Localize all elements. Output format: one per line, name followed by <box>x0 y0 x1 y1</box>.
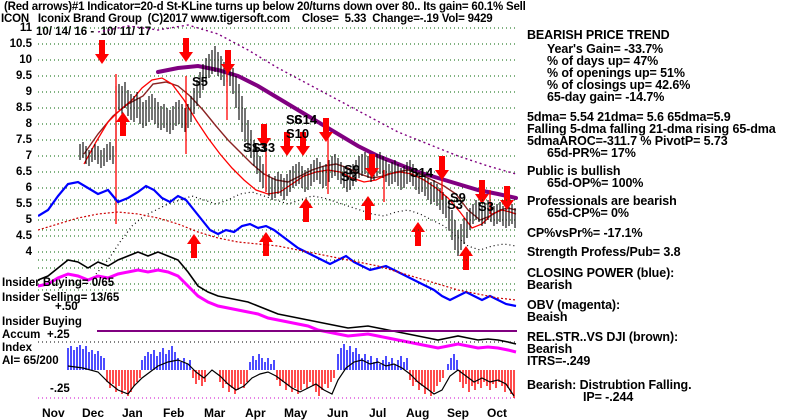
trend-headline: BEARISH PRICE TREND <box>527 28 670 42</box>
relstr-value: Bearish <box>527 342 573 356</box>
ma-5day-line <box>83 77 517 229</box>
red-arrow-up-markers <box>116 112 473 270</box>
x-tick-sep: Sep <box>447 406 470 420</box>
y-tick-5: 5 <box>25 214 32 226</box>
y-tick-8: 8 <box>25 118 32 130</box>
x-tick-jun: Jun <box>327 406 349 420</box>
x-tick-dec: Dec <box>82 406 105 420</box>
date-range-label: 10/ 14/ 16 - 10/ 11/ 17 <box>36 26 152 38</box>
obv-label: OBV (magenta): <box>527 298 621 312</box>
signal-label-s6: S6 <box>286 112 302 127</box>
x-tick-mar: Mar <box>204 406 226 420</box>
insider-selling-count: Insider Selling= 13/65 <box>2 292 120 304</box>
dma-values-line: 5dma= 5.54 21dma= 5.6 65dma=5.9 <box>527 110 731 124</box>
y-tick-6: 6 <box>25 182 32 194</box>
ma-65day-line <box>156 63 518 200</box>
signal-label-s14-a: S14 <box>294 112 318 127</box>
y-tick-4-5: 4.5 <box>16 230 32 242</box>
stat-65day-gain: 65-day gain= -14.7% <box>547 90 665 104</box>
scale-label-plus-25: +.25 <box>47 329 70 341</box>
accum-title-line3: Index <box>2 342 33 354</box>
x-tick-may: May <box>284 406 308 420</box>
public-sentiment: Public is bullish <box>527 164 621 178</box>
itrs-value: ITRS=-.249 <box>527 354 591 368</box>
x-tick-oct: Oct <box>487 406 508 420</box>
rel-strength-line <box>38 251 517 345</box>
y-tick-11: 11 <box>19 22 32 34</box>
red-arrow-down-markers <box>95 38 514 210</box>
summary-line: Bearish: Distrubtion Falling. <box>527 378 692 392</box>
y-tick-5-5: 5.5 <box>16 198 32 210</box>
y-tick-10: 10 <box>19 54 32 66</box>
relstr-label: REL.STR..VS DJI (brown): <box>527 330 679 344</box>
ip-value: IP= -.244 <box>583 390 634 404</box>
signal-label-s10: S10 <box>286 126 310 141</box>
op-percent: 65d-OP%= 100% <box>547 176 644 190</box>
signal-label-s13: S13 <box>243 140 267 155</box>
signal-label-s3-b: S3 <box>447 197 463 212</box>
stat-closings-up: % of closings up= 42.6% <box>547 78 691 92</box>
signal-label-s14-b: S14 <box>410 165 434 180</box>
y-tick-7: 7 <box>25 150 32 162</box>
y-tick-6-5: 6.5 <box>16 166 32 178</box>
dma-trend-line: Falling 5-dma falling 21-dma rising 65-d… <box>527 122 776 136</box>
closing-power-line <box>38 180 517 308</box>
accum-bars-positive <box>67 344 458 370</box>
y-tick-10-5: 10.5 <box>9 38 32 50</box>
x-tick-jan: Jan <box>122 406 143 420</box>
obv-line <box>38 268 517 354</box>
signal-label-s3-c: S3 <box>478 199 494 214</box>
ohlc-bars <box>79 46 516 256</box>
accum-index-value: AI= 65/200 <box>2 355 59 367</box>
upper-channel-line <box>97 24 517 175</box>
scale-label-minus-25: -.25 <box>50 383 70 395</box>
y-tick-4: 4 <box>25 246 32 258</box>
signal-label-s3-a: S3 <box>341 169 357 184</box>
y-tick-8-5: 8.5 <box>16 102 32 114</box>
cp-vs-pr: CP%vsPr%= -17.1% <box>527 226 643 240</box>
professional-sentiment: Professionals are bearish <box>527 194 677 208</box>
stat-years-gain: Year's Gain= -33.7% <box>547 42 664 56</box>
signal-label-s5: S5 <box>192 74 208 89</box>
chart-canvas[interactable]: 11 10.5 10 9.5 9 8.5 8 7.5 7 6.5 6 5.5 5… <box>0 22 518 420</box>
price-indicator-plot[interactable] <box>38 24 518 377</box>
closing-power-value: Bearish <box>527 278 573 292</box>
x-tick-apr: Apr <box>245 406 266 420</box>
y-tick-9: 9 <box>25 86 32 98</box>
signal-label-s9-a: S9 <box>344 162 360 177</box>
scale-label-plus-50: +.50 <box>55 301 78 313</box>
y-tick-9-5: 9.5 <box>16 70 32 82</box>
insider-buying-count: Insider Buying= 0/65 <box>2 277 115 289</box>
closing-power-label: CLOSING POWER (blue): <box>527 266 675 280</box>
strength-profess-pub: Strength Profess/Pub= 3.8 <box>527 245 681 259</box>
aroc-pivot-line: 5dmaAROC=-311.7 % PivotP= 5.73 <box>527 134 728 148</box>
obv-value: Beaish <box>527 310 568 324</box>
insider-separator-line <box>97 330 517 332</box>
x-tick-nov: Nov <box>42 406 65 420</box>
stat-openings-up: % of openings up= 51% <box>547 66 685 80</box>
x-tick-jul: Jul <box>369 406 387 420</box>
signal-label-s33: S33 <box>252 140 276 155</box>
x-tick-aug: Aug <box>406 406 430 420</box>
ma-21day-line <box>83 81 517 221</box>
indicator-description-line: (Red arrows)#1 Indicator=20-d St-KLine t… <box>4 1 526 13</box>
accum-title-line2: Accum <box>2 329 41 341</box>
stat-days-up: % of days up= 47% <box>547 54 659 68</box>
pr-percent: 65d-PR%= 17% <box>547 146 636 160</box>
x-tick-feb: Feb <box>163 406 185 420</box>
accumulation-index-plot[interactable] <box>38 336 518 404</box>
ticker-quote-line: ICON Iconix Brand Group (C)2017 www.tige… <box>1 13 493 25</box>
cp-percent: 65d-CP%= 0% <box>547 206 629 220</box>
accum-title-line1: Insider Buying <box>2 316 82 328</box>
y-tick-7-5: 7.5 <box>16 134 32 146</box>
accum-overlay-line <box>67 359 515 397</box>
signal-label-s9-b: S9 <box>450 190 466 205</box>
analysis-panel: BEARISH PRICE TREND Year's Gain= -33.7% … <box>527 28 800 404</box>
